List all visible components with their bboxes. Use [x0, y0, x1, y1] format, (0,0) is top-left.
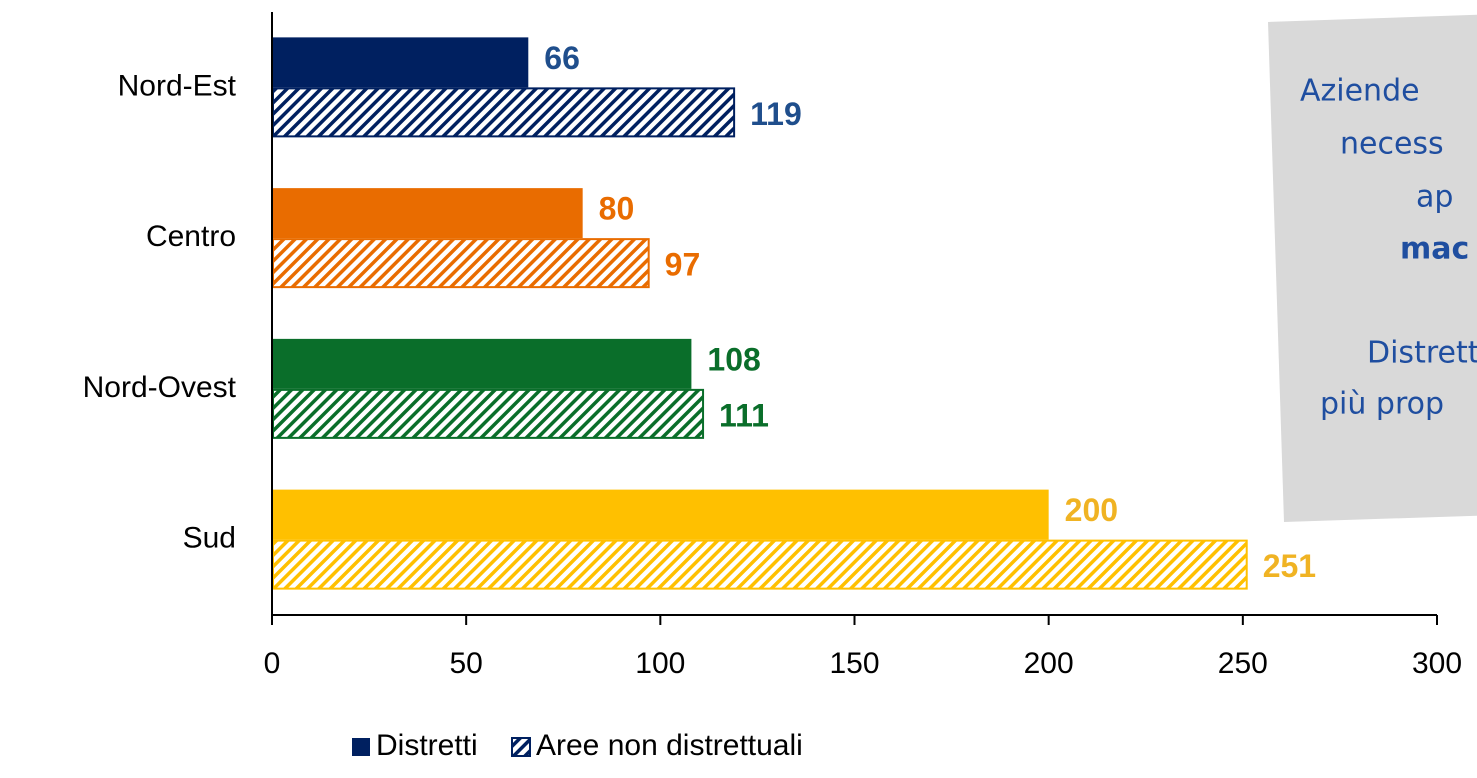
x-tick-label: 200: [1024, 647, 1074, 680]
bar: [272, 188, 583, 239]
x-tick-label: 150: [829, 647, 879, 680]
y-tick-label: Nord-Ovest: [83, 371, 237, 404]
annotation-line: Distrett: [1367, 336, 1477, 371]
legend-swatch: [352, 738, 370, 756]
value-label: 80: [599, 191, 635, 227]
x-tick-label: 0: [264, 647, 281, 680]
bar: [272, 489, 1049, 540]
annotation-line: più prop: [1320, 387, 1444, 422]
value-label: 251: [1263, 548, 1316, 584]
legend-swatch: [511, 737, 531, 757]
x-tick-label: 100: [635, 647, 685, 680]
y-tick-label: Centro: [146, 220, 236, 253]
annotation-line: Aziende: [1300, 74, 1420, 109]
x-tick-label: 50: [449, 647, 482, 680]
annotation-line: mac: [1400, 232, 1469, 267]
bar: [272, 87, 736, 138]
value-label: 200: [1065, 492, 1118, 528]
bar: [272, 338, 692, 389]
y-tick-label: Nord-Est: [118, 69, 237, 102]
bar: [272, 238, 650, 289]
annotation-line: necess: [1340, 127, 1444, 162]
value-label: 66: [544, 40, 580, 76]
legend-label: Distretti: [376, 729, 478, 762]
x-tick-label: 250: [1218, 647, 1268, 680]
legend-label: Aree non distrettuali: [536, 729, 803, 762]
bar: [272, 388, 705, 439]
x-tick-label: 300: [1412, 647, 1462, 680]
value-label: 108: [707, 341, 760, 377]
annotation-line: ap: [1416, 180, 1453, 215]
value-label: 119: [750, 96, 802, 132]
bar: [272, 539, 1248, 590]
value-label: 97: [665, 247, 701, 283]
value-label: 111: [719, 397, 769, 433]
annotation-box: [1268, 14, 1477, 522]
y-tick-label: Sud: [183, 522, 236, 555]
bar: [272, 37, 529, 88]
